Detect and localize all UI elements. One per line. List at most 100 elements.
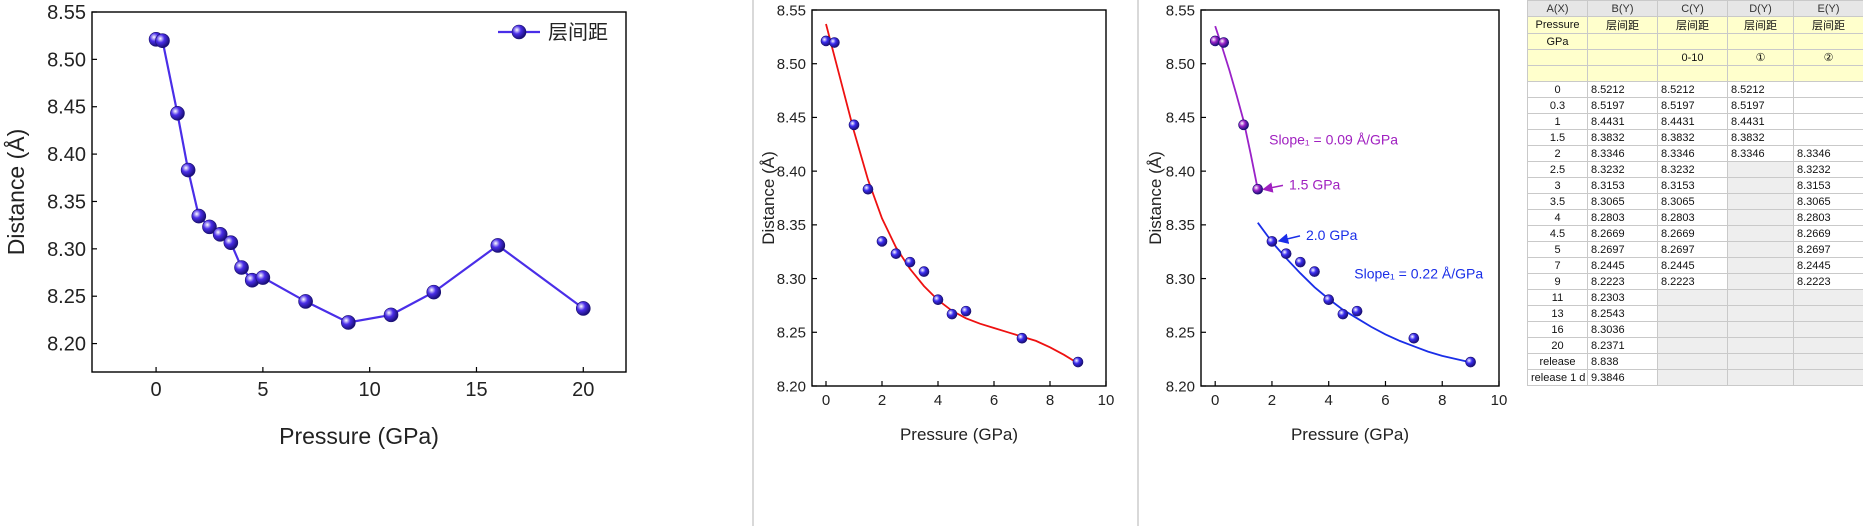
cell[interactable]	[1658, 338, 1728, 354]
cell[interactable]	[1794, 114, 1863, 130]
cell[interactable]: B(Y)	[1588, 1, 1658, 17]
cell[interactable]	[1658, 306, 1728, 322]
cell[interactable]: 3	[1528, 178, 1588, 194]
cell[interactable]: 9	[1528, 274, 1588, 290]
cell[interactable]: 层间距	[1794, 17, 1863, 34]
cell[interactable]: 层间距	[1588, 17, 1658, 34]
cell[interactable]: 8.2803	[1658, 210, 1728, 226]
cell[interactable]: 8.3232	[1794, 162, 1863, 178]
cell[interactable]: 8.5197	[1588, 98, 1658, 114]
cell[interactable]	[1728, 178, 1794, 194]
cell[interactable]: 8.3832	[1728, 130, 1794, 146]
cell[interactable]: 8.2371	[1588, 338, 1658, 354]
cell[interactable]: 8.2669	[1588, 226, 1658, 242]
cell[interactable]: 8.2669	[1794, 226, 1863, 242]
cell[interactable]: 7	[1528, 258, 1588, 274]
cell[interactable]: 8.3832	[1588, 130, 1658, 146]
cell[interactable]: E(Y)	[1794, 1, 1863, 17]
cell[interactable]: 20	[1528, 338, 1588, 354]
cell[interactable]	[1728, 210, 1794, 226]
cell[interactable]	[1728, 162, 1794, 178]
cell[interactable]: 8.2445	[1794, 258, 1863, 274]
cell[interactable]	[1794, 82, 1863, 98]
cell[interactable]	[1658, 354, 1728, 370]
cell[interactable]: 8.3346	[1794, 146, 1863, 162]
cell[interactable]: 9.3846	[1588, 370, 1658, 386]
cell[interactable]	[1658, 322, 1728, 338]
cell[interactable]: 8.3065	[1588, 194, 1658, 210]
cell[interactable]	[1658, 290, 1728, 306]
cell[interactable]: 层间距	[1658, 17, 1728, 34]
cell[interactable]	[1794, 98, 1863, 114]
cell[interactable]	[1728, 274, 1794, 290]
cell[interactable]: 8.2803	[1588, 210, 1658, 226]
cell[interactable]: release	[1528, 354, 1588, 370]
cell[interactable]	[1658, 34, 1728, 50]
cell[interactable]	[1528, 66, 1588, 82]
cell[interactable]: 8.3346	[1728, 146, 1794, 162]
cell[interactable]	[1588, 50, 1658, 66]
cell[interactable]: 8.5197	[1658, 98, 1728, 114]
cell[interactable]: 8.4431	[1588, 114, 1658, 130]
cell[interactable]: 8.4431	[1728, 114, 1794, 130]
cell[interactable]: 8.2445	[1588, 258, 1658, 274]
cell[interactable]	[1728, 306, 1794, 322]
cell[interactable]: A(X)	[1528, 1, 1588, 17]
cell[interactable]: 8.2669	[1658, 226, 1728, 242]
cell[interactable]: 8.3153	[1588, 178, 1658, 194]
cell[interactable]	[1728, 242, 1794, 258]
cell[interactable]: 0.3	[1528, 98, 1588, 114]
cell[interactable]: 8.3346	[1588, 146, 1658, 162]
cell[interactable]	[1794, 338, 1863, 354]
cell[interactable]	[1794, 34, 1863, 50]
cell[interactable]: 8.2303	[1588, 290, 1658, 306]
cell[interactable]	[1728, 226, 1794, 242]
cell[interactable]: 11	[1528, 290, 1588, 306]
cell[interactable]	[1794, 370, 1863, 386]
cell[interactable]	[1728, 66, 1794, 82]
cell[interactable]: 8.2223	[1794, 274, 1863, 290]
cell[interactable]	[1728, 34, 1794, 50]
cell[interactable]: 8.2223	[1588, 274, 1658, 290]
cell[interactable]: 8.3153	[1658, 178, 1728, 194]
cell[interactable]: 8.5197	[1728, 98, 1794, 114]
cell[interactable]	[1658, 370, 1728, 386]
cell[interactable]	[1728, 370, 1794, 386]
cell[interactable]	[1728, 338, 1794, 354]
cell[interactable]: 2	[1528, 146, 1588, 162]
cell[interactable]: 8.3065	[1658, 194, 1728, 210]
cell[interactable]	[1794, 322, 1863, 338]
cell[interactable]: Pressure	[1528, 17, 1588, 34]
cell[interactable]: 8.3346	[1658, 146, 1728, 162]
cell[interactable]: 8.2445	[1658, 258, 1728, 274]
cell[interactable]	[1794, 66, 1863, 82]
cell[interactable]: 8.2697	[1658, 242, 1728, 258]
cell[interactable]: 3.5	[1528, 194, 1588, 210]
cell[interactable]: 8.2543	[1588, 306, 1658, 322]
cell[interactable]	[1728, 354, 1794, 370]
cell[interactable]: D(Y)	[1728, 1, 1794, 17]
cell[interactable]	[1728, 194, 1794, 210]
cell[interactable]: ②	[1794, 50, 1863, 66]
cell[interactable]: 8.2697	[1794, 242, 1863, 258]
cell[interactable]	[1794, 290, 1863, 306]
cell[interactable]: 4.5	[1528, 226, 1588, 242]
cell[interactable]: 8.2697	[1588, 242, 1658, 258]
cell[interactable]: 8.3065	[1794, 194, 1863, 210]
cell[interactable]: ①	[1728, 50, 1794, 66]
cell[interactable]: 8.3232	[1588, 162, 1658, 178]
cell[interactable]	[1794, 306, 1863, 322]
cell[interactable]: 8.838	[1588, 354, 1658, 370]
cell[interactable]: 13	[1528, 306, 1588, 322]
cell[interactable]: 8.3153	[1794, 178, 1863, 194]
cell[interactable]	[1658, 66, 1728, 82]
cell[interactable]	[1794, 130, 1863, 146]
cell[interactable]: GPa	[1528, 34, 1588, 50]
cell[interactable]: 4	[1528, 210, 1588, 226]
cell[interactable]: 8.2223	[1658, 274, 1728, 290]
cell[interactable]	[1728, 290, 1794, 306]
cell[interactable]: release 1 d	[1528, 370, 1588, 386]
cell[interactable]	[1588, 66, 1658, 82]
